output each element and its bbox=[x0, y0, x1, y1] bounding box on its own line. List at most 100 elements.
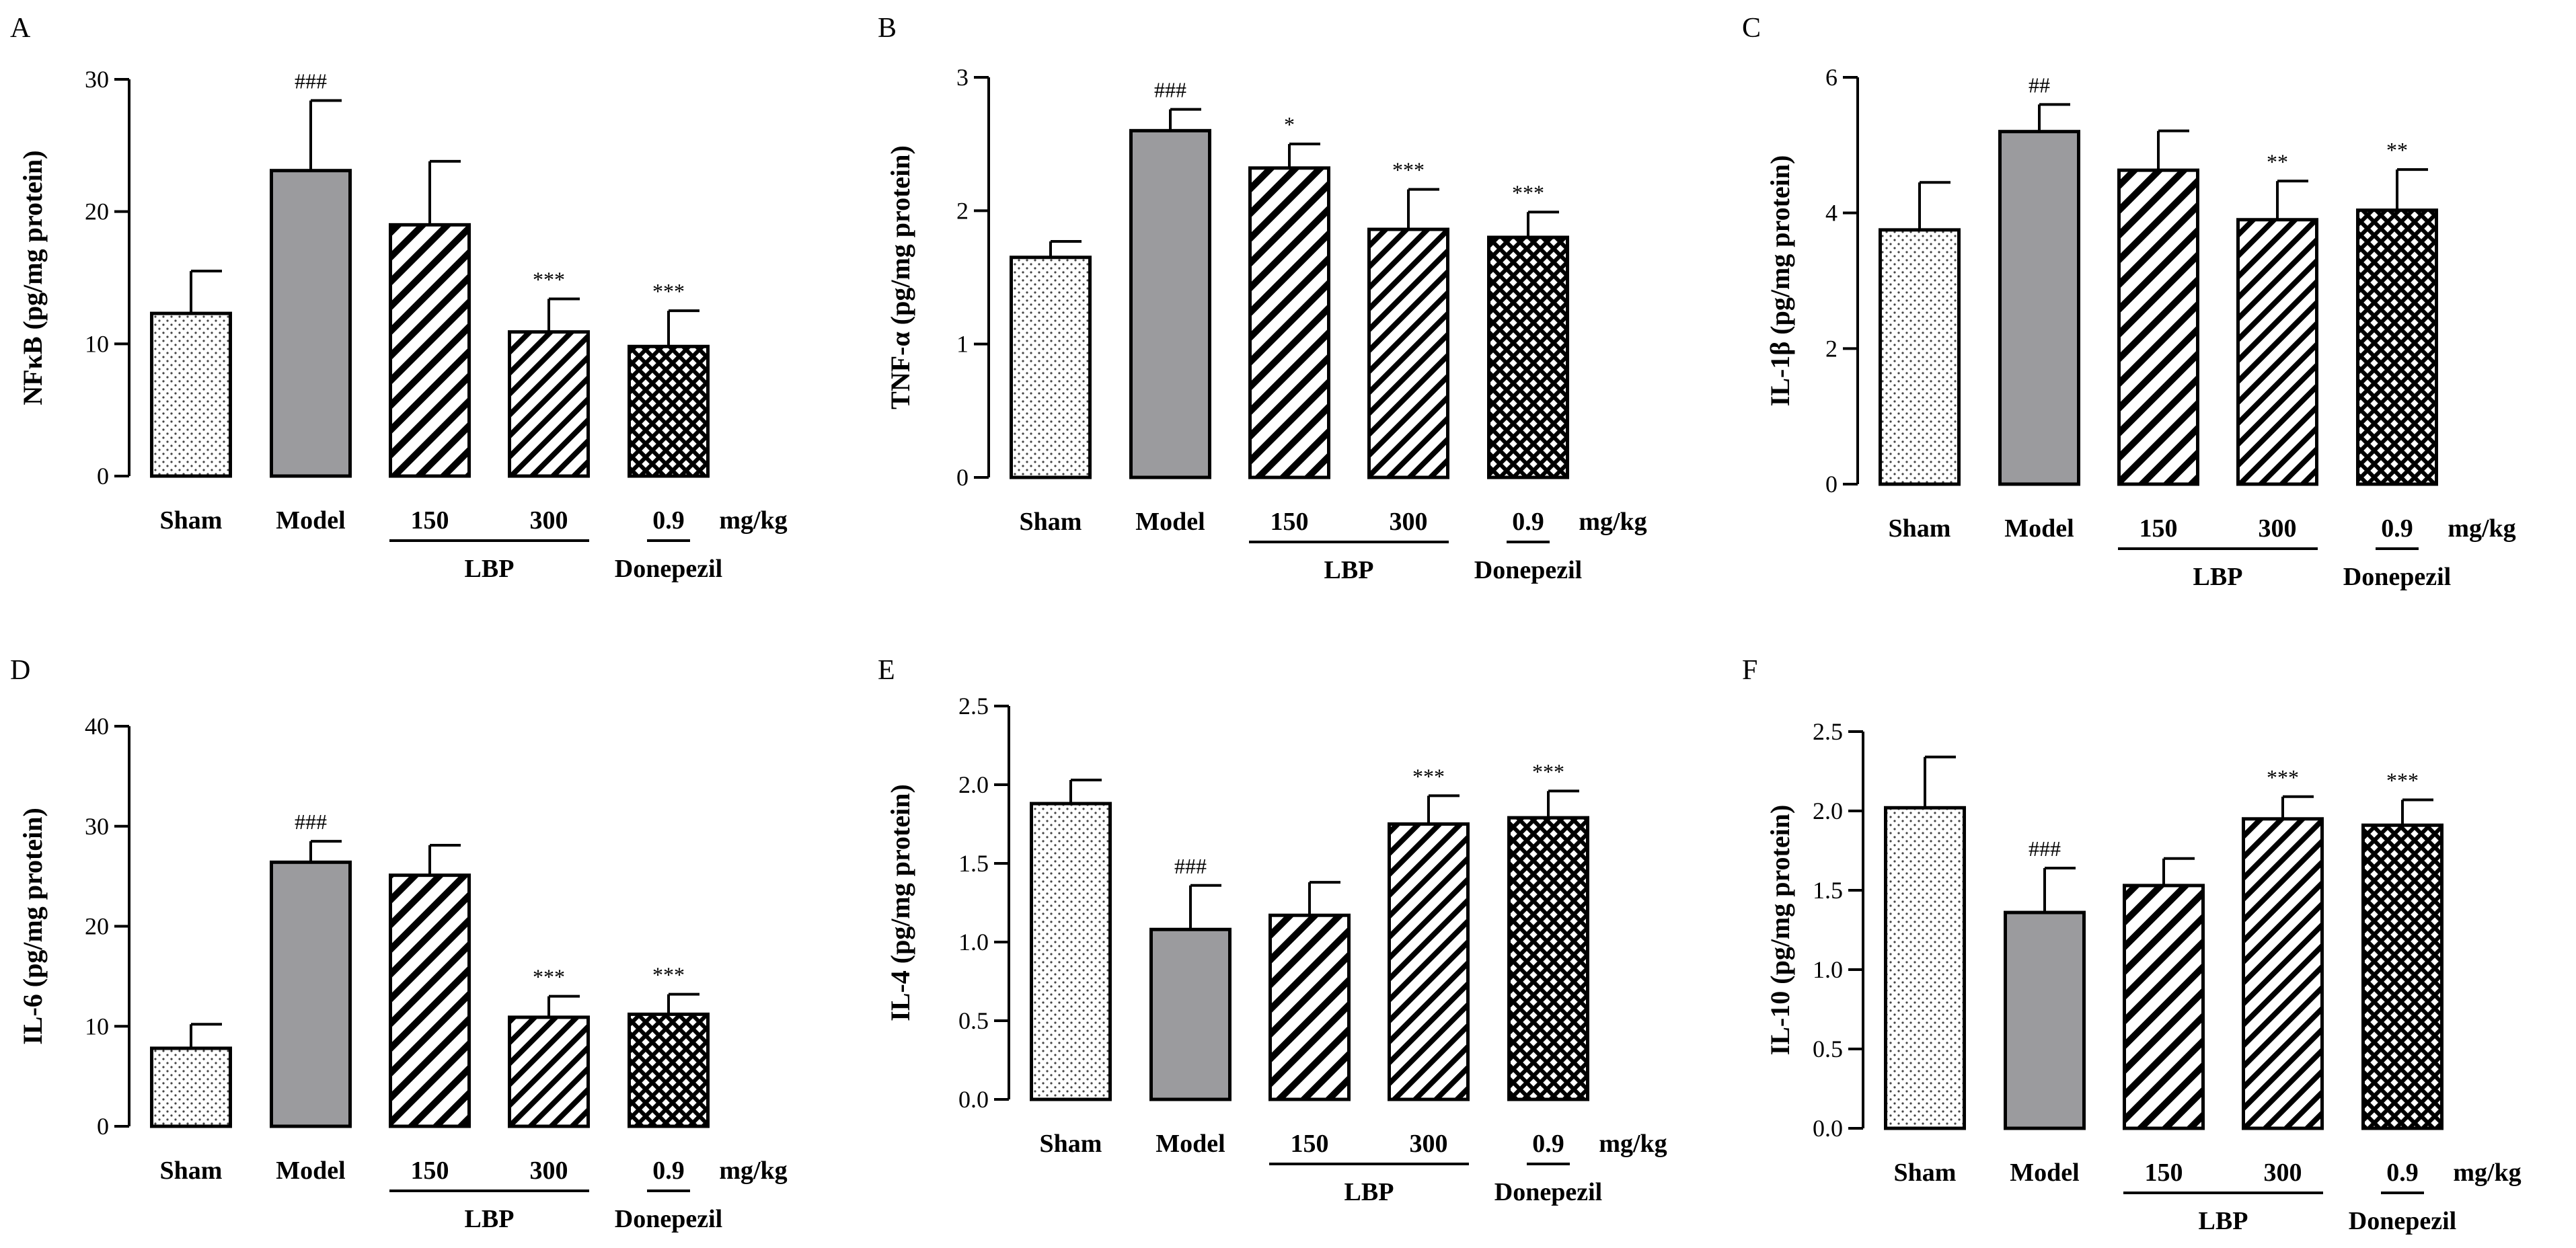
significance-mark: *** bbox=[652, 963, 685, 987]
y-tick-label: 3 bbox=[956, 64, 969, 91]
y-tick-label: 0.5 bbox=[958, 1007, 989, 1034]
category-label: 300 bbox=[2259, 514, 2297, 543]
category-label: Model bbox=[2010, 1159, 2079, 1187]
bar-sham bbox=[150, 1046, 232, 1128]
category-label: Sham bbox=[1889, 514, 1951, 543]
bar-0-9 bbox=[2356, 208, 2438, 486]
bar-150 bbox=[1268, 913, 1351, 1101]
category-label: 0.9 bbox=[1532, 1130, 1564, 1158]
bar-model bbox=[2004, 910, 2086, 1130]
y-tick-label: 10 bbox=[85, 1013, 109, 1040]
y-tick-label: 1.5 bbox=[1813, 877, 1843, 904]
significance-mark: ## bbox=[2029, 73, 2050, 97]
category-label: 0.9 bbox=[652, 1157, 685, 1185]
bar-300 bbox=[508, 1015, 590, 1128]
category-label: 300 bbox=[1390, 508, 1428, 536]
y-tick-label: 0.5 bbox=[1813, 1036, 1843, 1062]
bar-model bbox=[1149, 927, 1232, 1101]
unit-label: mg/kg bbox=[1599, 1130, 1667, 1158]
category-label: Model bbox=[1156, 1130, 1225, 1158]
panel-letter: C bbox=[1742, 13, 1761, 44]
category-label: 150 bbox=[2145, 1159, 2183, 1187]
unit-label: mg/kg bbox=[1579, 508, 1646, 536]
bar-model bbox=[270, 169, 352, 478]
bar-150 bbox=[2117, 168, 2199, 486]
unit-label: mg/kg bbox=[2448, 514, 2515, 543]
category-label: Model bbox=[276, 506, 345, 535]
y-tick-label: 1.5 bbox=[958, 850, 989, 877]
panel-letter: A bbox=[10, 13, 31, 44]
category-label: 150 bbox=[1291, 1130, 1329, 1158]
category-label: 300 bbox=[2264, 1159, 2302, 1187]
y-tick-label: 30 bbox=[85, 66, 109, 93]
significance-mark: *** bbox=[652, 279, 685, 303]
group-label-donepezil: Donepezil bbox=[615, 555, 722, 583]
y-tick-label: 0 bbox=[97, 463, 109, 490]
bar-0-9 bbox=[2361, 823, 2444, 1130]
y-axis-label: NFκB (pg/mg protein) bbox=[17, 150, 48, 405]
significance-mark: *** bbox=[1412, 764, 1445, 788]
category-label: 0.9 bbox=[2381, 514, 2413, 543]
bar-0-9 bbox=[628, 344, 710, 478]
y-tick-label: 20 bbox=[85, 198, 109, 225]
category-label: 150 bbox=[1271, 508, 1309, 536]
significance-mark: ### bbox=[295, 810, 327, 834]
category-label: 150 bbox=[411, 506, 449, 535]
category-label: Sham bbox=[160, 1157, 223, 1185]
y-tick-label: 2.0 bbox=[1813, 797, 1843, 824]
y-tick-label: 0 bbox=[956, 464, 969, 491]
category-label: Sham bbox=[1020, 508, 1082, 536]
chart-panel-b: B 0 1 2 3 TNF-α (pg/mg protein) Sham ### Model * 1… bbox=[878, 13, 1647, 584]
bar-model bbox=[270, 860, 352, 1128]
y-axis-label: IL-6 (pg/mg protein) bbox=[17, 808, 48, 1045]
y-tick-label: 0 bbox=[1825, 471, 1838, 498]
category-label: 300 bbox=[1410, 1130, 1448, 1158]
y-tick-label: 10 bbox=[85, 330, 109, 357]
bar-150 bbox=[389, 873, 471, 1128]
significance-mark: ** bbox=[2267, 149, 2288, 173]
category-label: 0.9 bbox=[2386, 1159, 2419, 1187]
bar-sham bbox=[1030, 802, 1112, 1101]
group-label-lbp: LBP bbox=[1324, 556, 1374, 584]
y-tick-label: 1.0 bbox=[958, 929, 989, 956]
category-label: 300 bbox=[530, 506, 568, 535]
group-label-donepezil: Donepezil bbox=[1474, 556, 1582, 584]
significance-mark: *** bbox=[533, 267, 565, 291]
category-label: 150 bbox=[2139, 514, 2178, 543]
significance-mark: *** bbox=[2267, 765, 2299, 789]
panel-letter: B bbox=[878, 13, 897, 44]
y-tick-label: 20 bbox=[85, 913, 109, 940]
group-label-lbp: LBP bbox=[2193, 563, 2243, 591]
significance-mark: * bbox=[1284, 112, 1295, 136]
y-tick-label: 40 bbox=[85, 713, 109, 740]
bar-300 bbox=[2236, 218, 2318, 486]
y-tick-label: 1 bbox=[956, 331, 969, 358]
bar-sham bbox=[1884, 806, 1966, 1130]
category-label: Sham bbox=[1894, 1159, 1957, 1187]
chart-panel-e: E 0.0 0.5 1.0 1.5 2.0 2.5 IL-4 (pg/mg protein) S… bbox=[878, 655, 1667, 1206]
group-label-donepezil: Donepezil bbox=[1494, 1178, 1602, 1206]
significance-mark: ### bbox=[295, 69, 327, 93]
y-tick-label: 2.5 bbox=[958, 693, 989, 719]
bar-sham bbox=[150, 311, 232, 478]
group-label-donepezil: Donepezil bbox=[2343, 563, 2451, 591]
unit-label: mg/kg bbox=[2453, 1159, 2521, 1187]
category-label: Sham bbox=[1040, 1130, 1102, 1158]
category-label: Model bbox=[2004, 514, 2074, 543]
bar-300 bbox=[2242, 817, 2324, 1130]
y-axis-label: IL-10 (pg/mg protein) bbox=[1765, 805, 1795, 1056]
y-axis-label: IL-1β (pg/mg protein) bbox=[1765, 155, 1795, 407]
y-tick-label: 2 bbox=[956, 197, 969, 224]
category-label: 150 bbox=[411, 1157, 449, 1185]
bar-150 bbox=[389, 223, 471, 478]
bar-sham bbox=[1879, 228, 1961, 486]
group-label-lbp: LBP bbox=[2199, 1207, 2248, 1235]
group-label-donepezil: Donepezil bbox=[615, 1205, 722, 1233]
group-label-lbp: LBP bbox=[465, 555, 515, 583]
bar-300 bbox=[1388, 822, 1470, 1101]
category-label: Model bbox=[276, 1157, 345, 1185]
y-tick-label: 0.0 bbox=[1813, 1115, 1843, 1142]
bar-150 bbox=[2123, 884, 2205, 1130]
significance-mark: *** bbox=[1532, 759, 1564, 783]
y-tick-label: 2.5 bbox=[1813, 718, 1843, 745]
